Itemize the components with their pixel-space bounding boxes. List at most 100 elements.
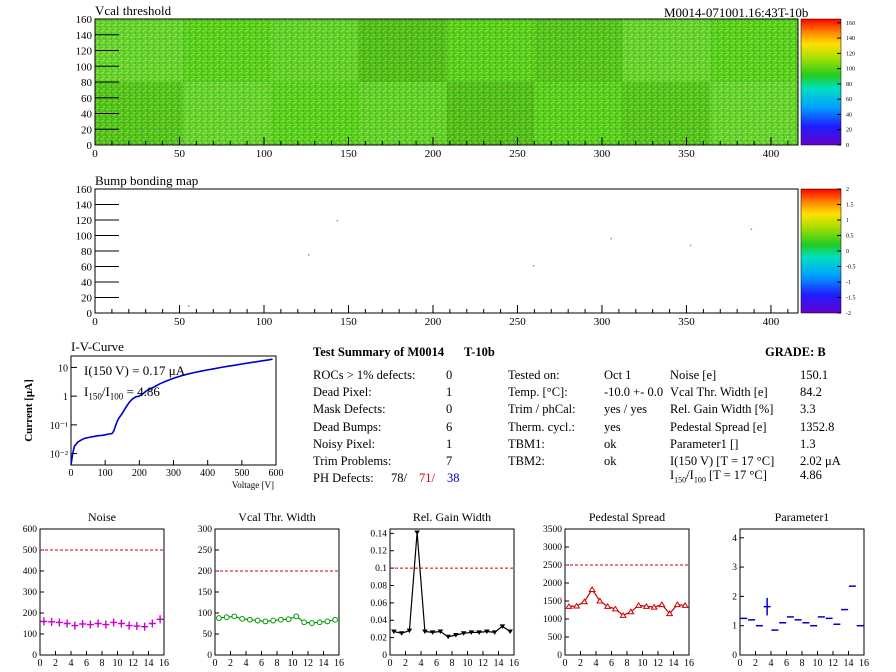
x-tick-label: 400 [200,468,215,479]
trend-frame [739,528,865,656]
y-tick-label: 0.14 [370,529,387,539]
summary-mid-value: ok [604,436,617,451]
y-tick-label: 150 [198,588,213,598]
data-point [565,602,573,609]
data-point [231,613,238,620]
x-tick-label: 8 [275,658,280,669]
y-tick-label: 50 [203,630,213,640]
summary-mid-label: Tested on: [508,368,560,382]
x-tick-label: 14 [844,658,854,669]
x-tick-label: 0 [92,316,98,328]
y-tick-label: 100 [76,231,93,243]
data-point [110,618,118,627]
x-tick-label: 10 [113,658,123,669]
ratio-label: I150/I100 [T = 17 °C] [670,468,767,485]
trend-frame [564,528,690,656]
data-point [453,633,459,638]
y-tick-label: 2 [732,592,737,602]
data-point [293,613,300,620]
x-tick-label: 2 [753,658,758,669]
data-point [588,586,596,592]
x-tick-label: 300 [594,316,611,328]
x-tick-label: 250 [509,316,526,328]
x-tick-label: 300 [594,148,611,160]
data-point [285,616,292,623]
x-tick-label: 8 [800,658,805,669]
iv-title: I-V-Curve [71,339,124,354]
x-tick-label: 200 [425,148,442,160]
y-tick-label: 400 [23,567,38,577]
data-point [48,617,56,626]
bump-defect [336,220,339,222]
data-point [634,601,643,608]
summary-left-value: 0 [446,402,453,417]
summary-right-label: Noise [e] [670,368,717,382]
x-tick-label: 0 [38,658,43,669]
data-point [422,629,428,635]
palette-tick-label: 2 [846,187,849,193]
data-point [642,602,651,609]
summary-left-label: Noisy Pixel: [313,436,376,451]
color-palette [800,188,842,314]
ph-defects-v3: 38 [447,471,460,485]
summary-right-label: Vcal Thr. Width [e] [670,385,768,400]
x-tick-label: 50 [174,148,186,160]
y-tick-label: 2500 [543,561,562,571]
data-point [437,629,444,635]
data-point [391,629,397,635]
roc-block [358,82,447,145]
x-tick-label: 4 [419,658,424,669]
x-tick-label: 0 [92,148,98,160]
data-point [665,610,674,617]
summary-mid-value: -10.0 +- 0.0 [604,385,664,400]
x-tick-label: 6 [609,658,614,669]
summary-right-value: 1.3 [800,436,816,451]
roc-block [358,19,447,82]
data-point [316,619,323,626]
x-tick-label: 10 [813,658,823,669]
x-tick-label: 4 [69,658,74,669]
y-tick-label: 3000 [543,543,562,553]
x-tick-label: 4 [594,658,599,669]
summary-mid-label: Therm. cycl.: [508,419,575,434]
y-tick-label: 0.12 [370,547,387,557]
y-tick-label: 40 [81,277,93,289]
bump-defect [689,244,692,247]
iv-annotation-current: I(150 V) = 0.17 μA [84,363,186,378]
ph-defects-label: PH Defects: [313,471,374,485]
data-point [308,620,315,626]
data-point [627,608,635,615]
x-tick-label: 10 [638,658,648,669]
iv-xlabel: Voltage [V] [232,480,274,490]
data-point [603,602,612,609]
y-tick-label: 3 [732,563,737,573]
x-tick-label: 14 [494,658,504,669]
y-tick-label: 0 [382,651,387,661]
x-tick-label: 10 [288,658,298,669]
iv-ylabel: Current [μA] [23,379,35,442]
x-tick-label: 12 [828,658,838,669]
y-tick-label: 3500 [543,525,562,535]
data-point [580,598,589,605]
data-point [262,618,269,625]
summary-left-label: Trim Problems: [313,454,392,468]
x-tick-label: 6 [259,658,264,669]
ph-defects-v2: 71/ [419,471,435,485]
trend-title: Pedestal Spread [589,510,665,524]
x-tick-label: 14 [319,658,329,669]
x-tick-label: 100 [98,468,113,479]
palette-tick-label: 140 [846,36,855,42]
x-tick-label: 150 [340,316,357,328]
summary-mid-label: TBM2: [508,454,545,468]
summary-left-value: 0 [446,368,453,382]
x-tick-label: 400 [763,148,780,160]
data-point [102,620,110,629]
bump-defect [187,305,190,307]
x-tick-label: 250 [509,148,526,160]
y-tick-label: 80 [81,77,93,89]
bump-defect [532,264,535,267]
y-tick-label: 20 [81,124,93,136]
x-tick-label: 2 [403,658,408,669]
x-tick-label: 16 [509,658,519,669]
trend-title: Rel. Gain Width [413,510,491,524]
